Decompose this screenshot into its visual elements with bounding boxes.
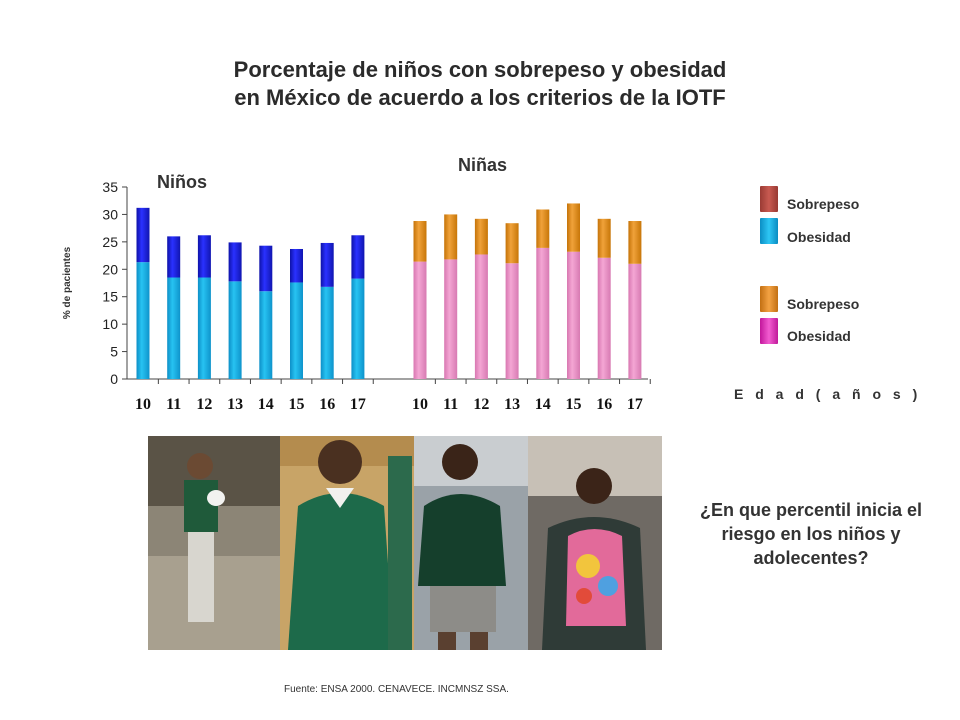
y-axis-label: % de pacientes bbox=[62, 246, 73, 319]
bar-ninos-sobrepeso-12 bbox=[197, 235, 211, 278]
x-tick-label: 14 bbox=[258, 396, 274, 413]
x-tick-label: 13 bbox=[227, 396, 243, 413]
bar-chart: 0 5 10 15 20 25 30 35 % de pacientes Niños 10 11 12 1… bbox=[62, 155, 651, 413]
bar-ninas-obesidad-10 bbox=[413, 261, 427, 379]
bar-ninas-obesidad-17 bbox=[628, 263, 642, 379]
bar-ninos-obesidad-15 bbox=[290, 282, 303, 379]
bar-ninas-sobrepeso-15 bbox=[567, 203, 580, 252]
y-tick-label: 10 bbox=[102, 316, 118, 332]
x-tick-label: 12 bbox=[473, 396, 489, 413]
x-tick-label: 14 bbox=[535, 396, 551, 413]
x-tick-label: 10 bbox=[135, 396, 151, 413]
group-label-2: Niñas bbox=[458, 155, 507, 175]
bar-ninos-sobrepeso-15 bbox=[290, 248, 303, 283]
bar-ninos-obesidad-10 bbox=[136, 262, 150, 379]
bar-ninas-sobrepeso-12 bbox=[474, 218, 488, 255]
y-tick-label: 20 bbox=[102, 261, 118, 277]
legend-label-1: Sobrepeso bbox=[787, 196, 860, 212]
y-tick-label: 0 bbox=[110, 371, 118, 387]
x-tick-label: 17 bbox=[350, 396, 366, 413]
bar-ninas-obesidad-11 bbox=[444, 259, 458, 379]
bar-ninas-obesidad-14 bbox=[536, 247, 550, 379]
x-tick-label: 10 bbox=[412, 396, 428, 413]
x-tick-label: 11 bbox=[443, 396, 458, 413]
y-tick-label: 15 bbox=[102, 289, 118, 305]
bar-ninas-obesidad-15 bbox=[567, 251, 580, 379]
bar-ninas-obesidad-12 bbox=[474, 254, 488, 379]
legend-swatch-2 bbox=[760, 218, 778, 244]
bar-ninas-sobrepeso-14 bbox=[536, 209, 550, 248]
bar-ninos-obesidad-16 bbox=[320, 286, 334, 379]
bar-ninos-obesidad-13 bbox=[228, 281, 242, 379]
legend-swatch-1 bbox=[760, 186, 778, 212]
x-axis-title: E d a d ( a ñ o s ) bbox=[734, 386, 922, 402]
bar-ninos-obesidad-11 bbox=[167, 277, 181, 379]
legend-label-2: Obesidad bbox=[787, 229, 851, 245]
bar-ninas-obesidad-16 bbox=[597, 257, 611, 379]
x-tick-label: 15 bbox=[566, 396, 582, 413]
x-tick-label: 16 bbox=[319, 396, 335, 413]
legend-swatch-4 bbox=[760, 318, 778, 344]
x-tick-label: 12 bbox=[196, 396, 212, 413]
y-tick-label: 5 bbox=[110, 344, 118, 360]
x-tick-label: 11 bbox=[166, 396, 181, 413]
bar-ninas-obesidad-13 bbox=[505, 263, 519, 379]
x-tick-label: 17 bbox=[627, 396, 643, 413]
source-note: Fuente: ENSA 2000. CENAVECE. INCMNSZ SSA… bbox=[284, 684, 509, 695]
legend-swatch-3 bbox=[760, 286, 778, 312]
title-line-2: en México de acuerdo a los criterios de … bbox=[234, 85, 726, 110]
bar-ninas-sobrepeso-10 bbox=[413, 221, 427, 262]
bar-ninos-sobrepeso-14 bbox=[259, 245, 273, 292]
bar-ninos-obesidad-17 bbox=[351, 278, 365, 379]
question-text: ¿En que percentil inicia el riesgo en lo… bbox=[699, 500, 923, 568]
y-tick-label: 25 bbox=[102, 234, 118, 250]
bar-ninas-sobrepeso-16 bbox=[597, 218, 611, 258]
bar-ninos-obesidad-12 bbox=[197, 277, 211, 379]
bar-ninos-obesidad-14 bbox=[259, 291, 273, 379]
photo-strip-students bbox=[148, 436, 662, 650]
chart-title: Porcentaje de niños con sobrepeso y obes… bbox=[130, 56, 830, 112]
title-line-1: Porcentaje de niños con sobrepeso y obes… bbox=[233, 57, 727, 82]
bar-ninos-sobrepeso-16 bbox=[320, 242, 334, 287]
x-tick-label: 16 bbox=[596, 396, 612, 413]
legend-label-4: Obesidad bbox=[787, 328, 851, 344]
bar-ninos-sobrepeso-11 bbox=[167, 236, 181, 278]
bar-ninas-sobrepeso-11 bbox=[444, 214, 458, 260]
x-tick-label: 13 bbox=[504, 396, 520, 413]
x-tick-label: 15 bbox=[289, 396, 305, 413]
bar-ninos-sobrepeso-13 bbox=[228, 242, 242, 282]
y-tick-label: 30 bbox=[102, 206, 118, 222]
legend-label-3: Sobrepeso bbox=[787, 296, 860, 312]
bar-ninas-sobrepeso-13 bbox=[505, 223, 519, 264]
group-label-1: Niños bbox=[157, 172, 207, 192]
y-tick-label: 35 bbox=[102, 179, 118, 195]
bar-ninas-sobrepeso-17 bbox=[628, 221, 642, 264]
bar-ninos-sobrepeso-10 bbox=[136, 207, 150, 263]
bar-ninos-sobrepeso-17 bbox=[351, 235, 365, 279]
